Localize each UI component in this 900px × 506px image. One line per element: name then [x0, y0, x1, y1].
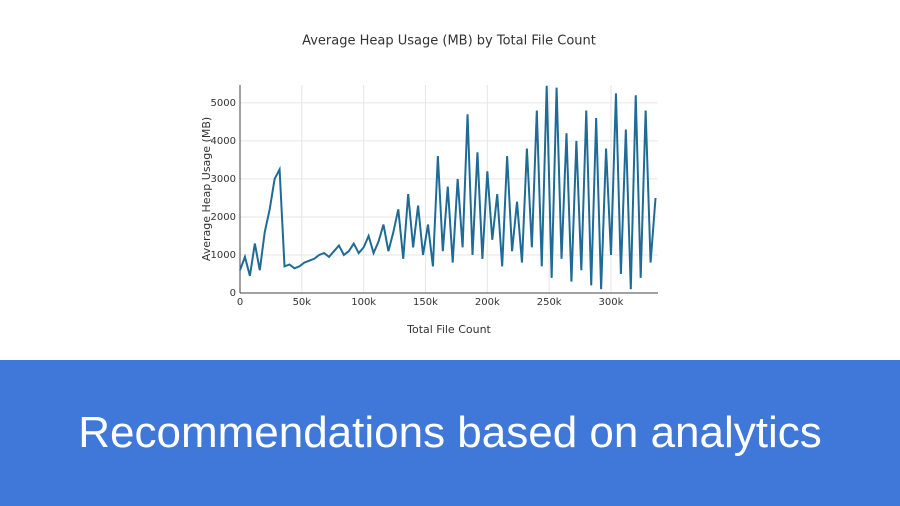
y-tick-label: 3000: [211, 174, 236, 185]
x-tick-label: 0: [237, 297, 243, 308]
x-tick-label: 100k: [351, 297, 376, 308]
x-tick-label: 300k: [599, 297, 624, 308]
y-tick-label: 0: [230, 288, 236, 299]
y-tick-label: 1000: [211, 250, 236, 261]
x-tick-label: 200k: [475, 297, 500, 308]
y-tick-label: 2000: [211, 212, 236, 223]
caption: Recommendations based on analytics: [78, 408, 822, 457]
chart-title: Average Heap Usage (MB) by Total File Co…: [302, 34, 596, 49]
y-tick-label: 4000: [211, 136, 236, 147]
y-tick-label: 5000: [211, 98, 236, 109]
caption-banner: Recommendations based on analytics: [0, 360, 900, 506]
x-tick-label: 150k: [413, 297, 438, 308]
x-tick-label: 50k: [293, 297, 312, 308]
chart: Average Heap Usage (MB) by Total File Co…: [200, 34, 658, 336]
x-axis-title: Total File Count: [406, 323, 491, 336]
x-tick-label: 250k: [537, 297, 562, 308]
data-line: [239, 85, 657, 290]
y-axis-title: Average Heap Usage (MB): [200, 117, 213, 261]
